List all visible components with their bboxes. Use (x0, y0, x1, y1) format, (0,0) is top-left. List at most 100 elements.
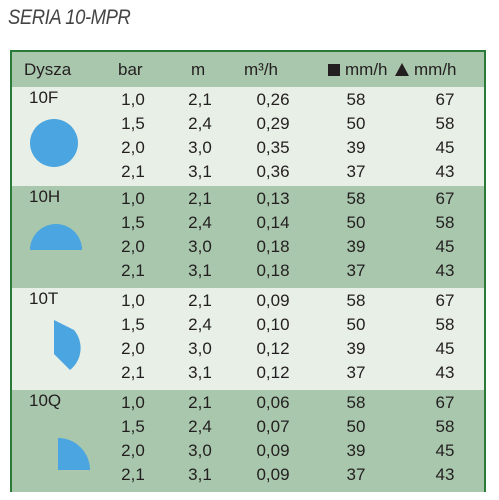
table-row: 1,5 2,4 0,14 50 58 (12, 213, 484, 237)
cell-triangle-mmh: 58 (435, 114, 455, 133)
header-m: m (191, 60, 206, 79)
cell-m: 2,1 (188, 291, 212, 310)
table-row: 1,0 2,1 0,13 58 67 (12, 189, 484, 213)
cell-bar: 1,0 (121, 189, 145, 208)
group-10f: 10F 1,0 2,1 0,26 58 67 1,5 2,4 0,29 50 5… (12, 87, 484, 189)
table-header: Dysza bar m m³/h mm/h mm/h (12, 52, 484, 87)
cell-m: 3,1 (188, 363, 212, 382)
header-triangle-mmh-label: mm/h (414, 60, 457, 79)
cell-bar: 1,5 (121, 114, 145, 133)
cell-square-mmh: 50 (346, 417, 366, 436)
table-row: 2,1 3,1 0,18 37 43 (12, 261, 484, 285)
cell-flow: 0,09 (256, 441, 290, 460)
cell-flow: 0,13 (256, 189, 290, 208)
table-row: 1,0 2,1 0,09 58 67 (12, 291, 484, 315)
cell-flow: 0,29 (256, 114, 290, 133)
cell-flow: 0,12 (256, 363, 290, 382)
table-row: 2,0 3,0 0,12 39 45 (12, 339, 484, 363)
page-title: SERIA 10-MPR (8, 6, 131, 29)
group-10h: 10H 1,0 2,1 0,13 58 67 1,5 2,4 0,14 50 5… (12, 186, 484, 288)
cell-m: 2,1 (188, 189, 212, 208)
cell-triangle-mmh: 67 (435, 189, 455, 208)
cell-bar: 2,0 (121, 138, 145, 157)
cell-triangle-mmh: 67 (435, 291, 455, 310)
table-row: 1,5 2,4 0,10 50 58 (12, 315, 484, 339)
cell-square-mmh: 58 (346, 189, 366, 208)
cell-flow: 0,18 (256, 261, 290, 280)
header-square-mmh-label: mm/h (345, 60, 388, 79)
cell-triangle-mmh: 43 (435, 261, 455, 280)
cell-m: 3,1 (188, 261, 212, 280)
cell-square-mmh: 39 (346, 441, 366, 460)
header-dysza: Dysza (24, 60, 72, 79)
cell-bar: 1,5 (121, 315, 145, 334)
cell-m: 2,1 (188, 90, 212, 109)
nozzle-name: 10Q (29, 391, 62, 410)
table-row: 2,1 3,1 0,09 37 43 (12, 465, 484, 489)
table-row: 1,5 2,4 0,29 50 58 (12, 114, 484, 138)
square-icon (328, 64, 340, 76)
cell-square-mmh: 37 (346, 162, 366, 181)
cell-m: 3,0 (188, 237, 212, 256)
cell-bar: 1,0 (121, 393, 145, 412)
cell-bar: 1,5 (121, 213, 145, 232)
cell-m: 3,1 (188, 162, 212, 181)
group-10q: 10Q 1,0 2,1 0,06 58 67 1,5 2,4 0,07 50 5… (12, 390, 484, 492)
cell-square-mmh: 37 (346, 465, 366, 484)
cell-m: 2,4 (188, 114, 212, 133)
header-flow: m³/h (244, 60, 278, 79)
table-row: 2,0 3,0 0,09 39 45 (12, 441, 484, 465)
cell-bar: 2,1 (121, 162, 145, 181)
nozzle-name: 10T (29, 289, 59, 308)
cell-square-mmh: 58 (346, 291, 366, 310)
nozzle-name: 10F (29, 88, 59, 107)
triangle-icon (395, 63, 409, 76)
cell-square-mmh: 50 (346, 213, 366, 232)
half-circle-icon (30, 224, 82, 250)
cell-square-mmh: 39 (346, 339, 366, 358)
table-row: 1,0 2,1 0,26 58 67 (12, 90, 484, 114)
cell-square-mmh: 39 (346, 237, 366, 256)
table-row: 1,0 2,1 0,06 58 67 (12, 393, 484, 417)
cell-square-mmh: 58 (346, 393, 366, 412)
cell-m: 2,1 (188, 393, 212, 412)
cell-square-mmh: 37 (346, 261, 366, 280)
cell-bar: 2,0 (121, 237, 145, 256)
cell-flow: 0,10 (256, 315, 290, 334)
table-row: 2,0 3,0 0,18 39 45 (12, 237, 484, 261)
cell-m: 2,4 (188, 315, 212, 334)
cell-square-mmh: 50 (346, 315, 366, 334)
cell-bar: 2,0 (121, 339, 145, 358)
group-10t: 10T 1,0 2,1 0,09 58 67 1,5 2,4 0,10 50 5… (12, 288, 484, 390)
cell-triangle-mmh: 67 (435, 90, 455, 109)
table-row: 2,1 3,1 0,36 37 43 (12, 162, 484, 186)
cell-m: 3,0 (188, 138, 212, 157)
cell-flow: 0,35 (256, 138, 290, 157)
cell-bar: 2,1 (121, 363, 145, 382)
cell-bar: 1,5 (121, 417, 145, 436)
table-row: 2,1 3,1 0,12 37 43 (12, 363, 484, 387)
cell-bar: 1,0 (121, 291, 145, 310)
cell-flow: 0,09 (256, 465, 290, 484)
cell-bar: 1,0 (121, 90, 145, 109)
cell-square-mmh: 58 (346, 90, 366, 109)
cell-m: 2,4 (188, 417, 212, 436)
cell-flow: 0,18 (256, 237, 290, 256)
cell-triangle-mmh: 58 (435, 213, 455, 232)
cell-m: 3,0 (188, 339, 212, 358)
cell-square-mmh: 37 (346, 363, 366, 382)
cell-m: 2,4 (188, 213, 212, 232)
cell-m: 3,1 (188, 465, 212, 484)
cell-square-mmh: 50 (346, 114, 366, 133)
cell-triangle-mmh: 58 (435, 417, 455, 436)
cell-flow: 0,06 (256, 393, 290, 412)
cell-triangle-mmh: 67 (435, 393, 455, 412)
cell-triangle-mmh: 45 (435, 138, 455, 157)
nozzle-table: Dysza bar m m³/h mm/h mm/h 10F 1,0 2,1 0… (10, 50, 486, 492)
cell-triangle-mmh: 43 (435, 465, 455, 484)
quarter-circle-icon (58, 438, 90, 470)
table-row: 2,0 3,0 0,35 39 45 (12, 138, 484, 162)
cell-triangle-mmh: 58 (435, 315, 455, 334)
cell-flow: 0,12 (256, 339, 290, 358)
cell-triangle-mmh: 43 (435, 162, 455, 181)
